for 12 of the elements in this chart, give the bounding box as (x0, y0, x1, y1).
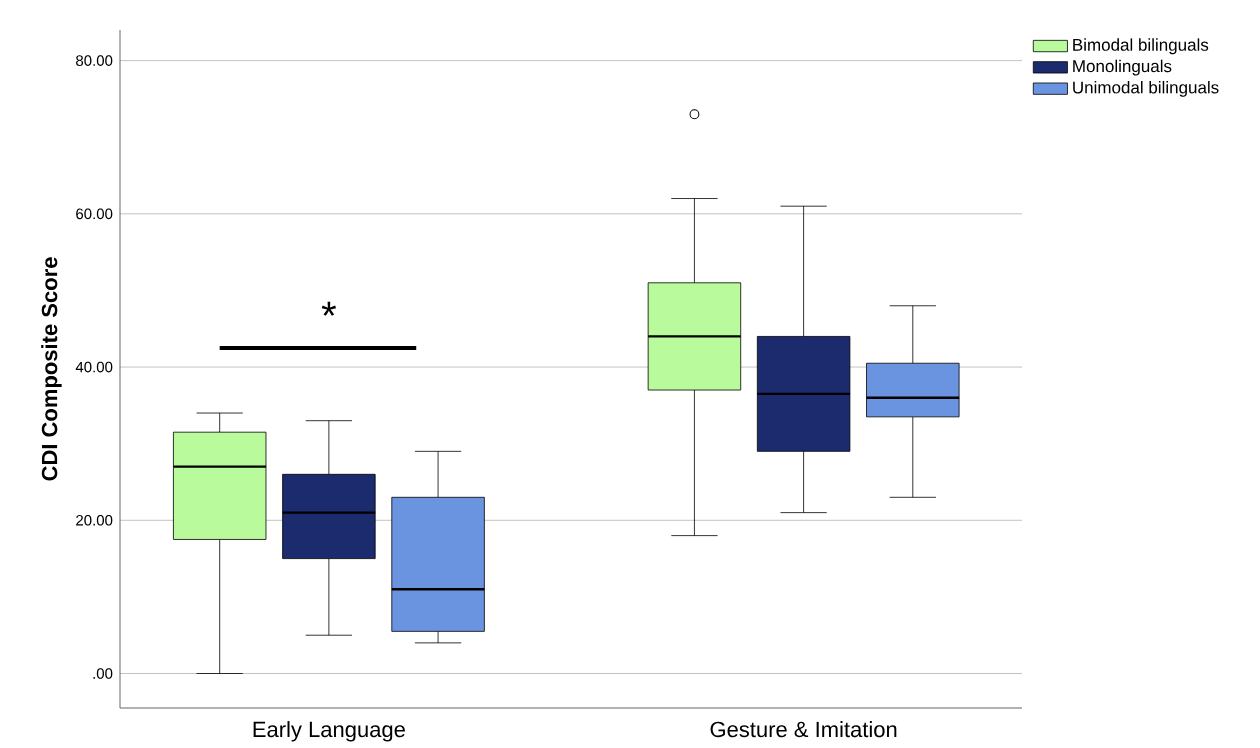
y-tick-label: 40.00 (75, 361, 113, 373)
y-axis-title: CDI Composite Score (41, 257, 62, 481)
x-tick-label: Gesture & Imitation (710, 721, 897, 738)
legend-label: Monolinguals (1073, 59, 1172, 76)
legend-label: Bimodal bilinguals (1073, 38, 1209, 55)
x-tick-label: Early Language (253, 721, 405, 742)
annotation: * (321, 301, 337, 316)
legend-label: Unimodal bilinguals (1073, 81, 1219, 97)
y-tick-label: 80.00 (76, 55, 113, 66)
y-tick-label: 60.00 (76, 208, 113, 220)
y-tick-label: .00 (93, 668, 113, 679)
y-tick-label: 20.00 (76, 514, 113, 526)
